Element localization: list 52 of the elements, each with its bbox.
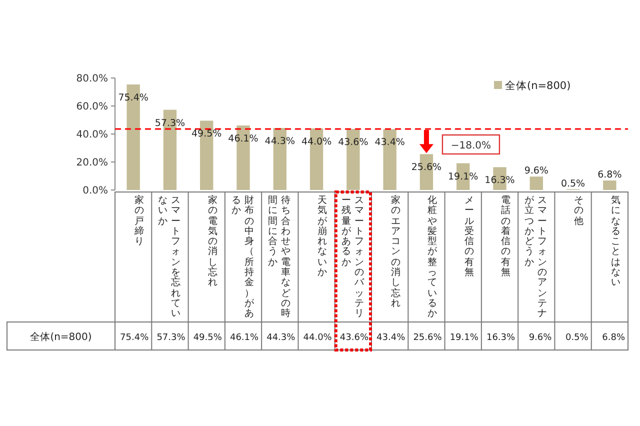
- text: 44.0%: [301, 136, 332, 148]
- category-label: スマートフォンのアンテナが立つかどうか: [524, 195, 548, 320]
- data-label: 9.6%: [528, 333, 552, 343]
- data-label: 44.3%: [266, 333, 296, 343]
- category-label: 待ち合わせや電車などの時間に間に合うか: [268, 195, 292, 320]
- data-label: 57.3%: [156, 333, 186, 343]
- x-tick-label: メール受信の有無: [463, 195, 475, 280]
- bar: [530, 176, 543, 190]
- x-tick-label: 電話の着信の有無: [500, 195, 512, 280]
- category-label: スマートフォンを忘れていないか: [158, 195, 182, 320]
- data-label: 43.6%: [340, 333, 369, 343]
- text: 43.4%: [374, 137, 405, 148]
- x-tick-label: 家の戸締り: [134, 195, 145, 250]
- data-label: 43.4%: [376, 333, 406, 343]
- text: 25.6%: [411, 162, 442, 174]
- data-label: 46.1%: [230, 333, 260, 343]
- data-label: 19.1%: [450, 333, 479, 343]
- text: 16.3%: [484, 175, 515, 186]
- text: 19.1%: [448, 171, 478, 182]
- y-tick-label: 0.0%: [82, 186, 108, 196]
- category-label: スマートフォンのバッテリー残量があるか: [341, 195, 364, 320]
- text: 75.4%: [118, 92, 148, 104]
- legend-label: 全体(n=800): [505, 80, 571, 92]
- data-label: 16.3%: [486, 333, 516, 343]
- category-label: 家の電気の消し忘れ: [208, 195, 218, 288]
- text: 0.5%: [560, 178, 586, 190]
- y-tick-label: 20.0%: [76, 158, 108, 168]
- text: 43.6%: [338, 136, 368, 148]
- x-tick-label: 天気が崩れないか: [316, 195, 328, 280]
- category-label: 家のエアコンの消し忘れ: [391, 195, 401, 309]
- data-label: 25.6%: [413, 333, 442, 343]
- text: 全体(n=800): [30, 332, 92, 343]
- x-tick-label: その他: [573, 195, 585, 229]
- bar: [603, 180, 616, 190]
- text: 44.3%: [264, 136, 295, 147]
- text: 57.3%: [154, 118, 186, 129]
- category-label: 化粧や髪型が整っているか: [428, 195, 438, 320]
- y-tick-label: 80.0%: [76, 74, 108, 84]
- y-tick-label: 40.0%: [76, 130, 108, 140]
- data-label: 0.5%: [565, 333, 589, 343]
- category-label: 気になることはない: [610, 195, 621, 288]
- category-label: 財布の中身（所持金）があるか: [231, 195, 254, 320]
- text: 46.1%: [228, 133, 258, 144]
- text: 9.6%: [524, 166, 548, 177]
- data-label: 6.8%: [602, 333, 626, 343]
- text: 49.5%: [192, 128, 222, 140]
- text: 6.8%: [598, 169, 622, 180]
- annotation: −18.0%: [450, 140, 492, 152]
- data-label: 44.0%: [303, 333, 332, 343]
- data-label: 75.4%: [120, 333, 150, 343]
- y-tick-label: 60.0%: [76, 102, 108, 112]
- data-label: 49.5%: [193, 333, 222, 343]
